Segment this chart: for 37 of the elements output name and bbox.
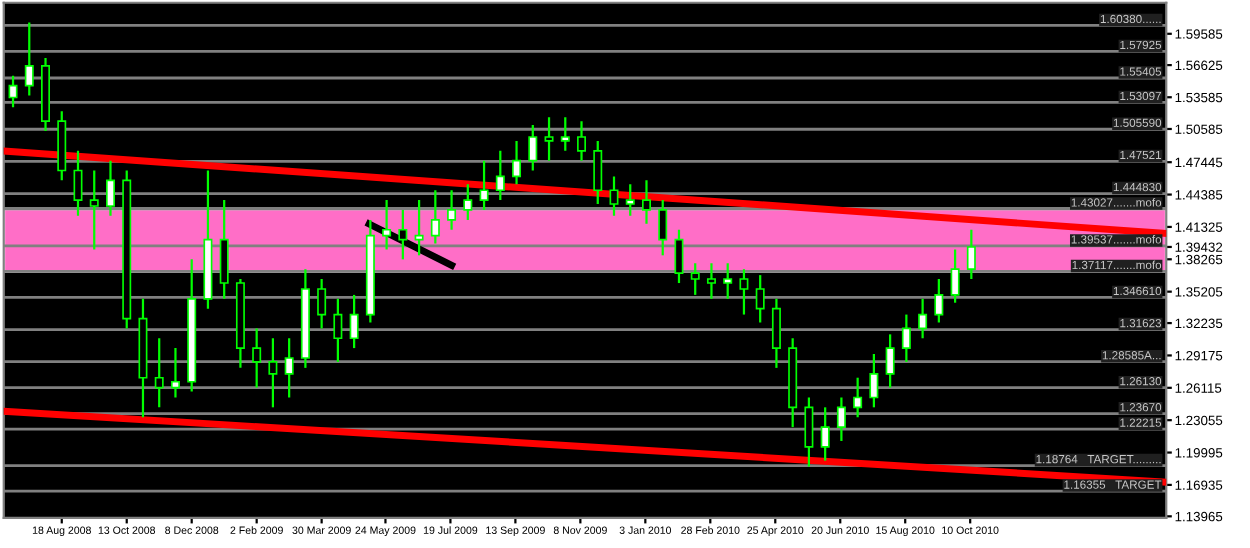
candlestick <box>836 396 846 443</box>
candlestick <box>560 116 570 152</box>
candlestick <box>853 376 863 419</box>
candlestick <box>24 21 34 97</box>
candlestick <box>219 199 229 300</box>
candlestick <box>593 139 603 206</box>
candlestick <box>820 406 830 462</box>
candlestick <box>528 124 538 172</box>
candlestick <box>154 337 164 409</box>
candlestick <box>934 277 944 324</box>
candlestick <box>317 277 327 330</box>
candlestick <box>690 262 700 296</box>
candlestick <box>252 327 262 389</box>
candlestick <box>885 333 895 389</box>
candlestick <box>8 74 18 109</box>
candlestick <box>333 297 343 364</box>
candlestick <box>89 169 99 251</box>
candlestick <box>658 199 668 257</box>
candlestick <box>869 352 879 409</box>
candlestick <box>771 297 781 369</box>
candlestick <box>901 313 911 364</box>
candlestick <box>641 179 651 225</box>
candlestick <box>755 274 765 324</box>
candlestick <box>918 297 928 340</box>
candlestick <box>706 262 716 300</box>
candlestick <box>284 337 294 399</box>
candlestick <box>577 120 587 162</box>
candlestick <box>512 139 522 186</box>
candlestick <box>495 149 505 202</box>
candlestick <box>804 396 814 468</box>
candlestick <box>609 175 619 217</box>
candlestick <box>674 228 684 285</box>
candlestick <box>544 116 554 162</box>
candlestick <box>268 337 278 409</box>
candlestick <box>170 346 180 399</box>
candlestick <box>739 268 749 316</box>
candlestick <box>349 293 359 350</box>
